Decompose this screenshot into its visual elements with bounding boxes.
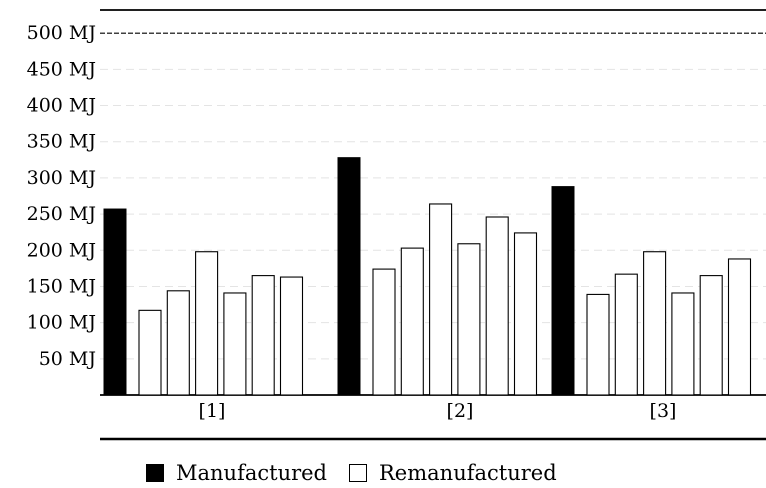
legend-swatch-remanufactured xyxy=(349,464,367,482)
bar-manufactured xyxy=(337,157,361,396)
x-category-label: [3] xyxy=(650,400,677,422)
bar-remanufactured xyxy=(166,290,190,396)
bar-remanufactured xyxy=(457,243,481,396)
bar-remanufactured xyxy=(727,258,752,396)
bar-remanufactured xyxy=(614,273,638,396)
legend: Manufactured Remanufactured xyxy=(146,458,557,488)
bar-remanufactured xyxy=(699,275,723,396)
y-tick-label: 200 MJ xyxy=(27,239,96,261)
bar-remanufactured xyxy=(643,251,667,396)
x-axis-category-labels: [1] [2] [3] xyxy=(199,400,677,422)
legend-label-manufactured: Manufactured xyxy=(176,461,327,485)
y-tick-label: 450 MJ xyxy=(27,58,96,80)
y-tick-label: 100 MJ xyxy=(27,312,96,334)
bar-manufactured xyxy=(551,186,575,396)
bar-remanufactured xyxy=(372,268,396,396)
bar-remanufactured xyxy=(485,216,509,396)
bar-remanufactured xyxy=(671,292,695,396)
bars xyxy=(103,157,752,396)
bar-remanufactured xyxy=(138,309,162,396)
y-tick-label: 250 MJ xyxy=(27,203,96,225)
y-tick-label: 150 MJ xyxy=(27,275,96,297)
y-tick-label: 400 MJ xyxy=(27,95,96,117)
bar-remanufactured xyxy=(251,275,275,396)
y-tick-label: 300 MJ xyxy=(27,167,96,189)
bar-remanufactured xyxy=(513,232,538,396)
legend-label-remanufactured: Remanufactured xyxy=(379,461,557,485)
bar-remanufactured xyxy=(586,293,610,396)
y-axis-tick-labels: 50 MJ 100 MJ 150 MJ 200 MJ 250 MJ 300 MJ 350 M… xyxy=(27,22,96,370)
bar-remanufactured xyxy=(279,276,304,396)
y-tick-label: 50 MJ xyxy=(39,348,96,370)
legend-swatch-manufactured xyxy=(146,464,164,482)
y-tick-label: 500 MJ xyxy=(27,22,96,44)
bar-remanufactured xyxy=(223,292,247,396)
x-category-label: [2] xyxy=(447,400,474,422)
y-tick-label: 350 MJ xyxy=(27,131,96,153)
bar-remanufactured xyxy=(195,251,219,396)
bar-remanufactured xyxy=(400,247,424,396)
bar-remanufactured xyxy=(429,203,453,396)
x-category-label: [1] xyxy=(199,400,226,422)
bar-manufactured xyxy=(103,208,127,396)
